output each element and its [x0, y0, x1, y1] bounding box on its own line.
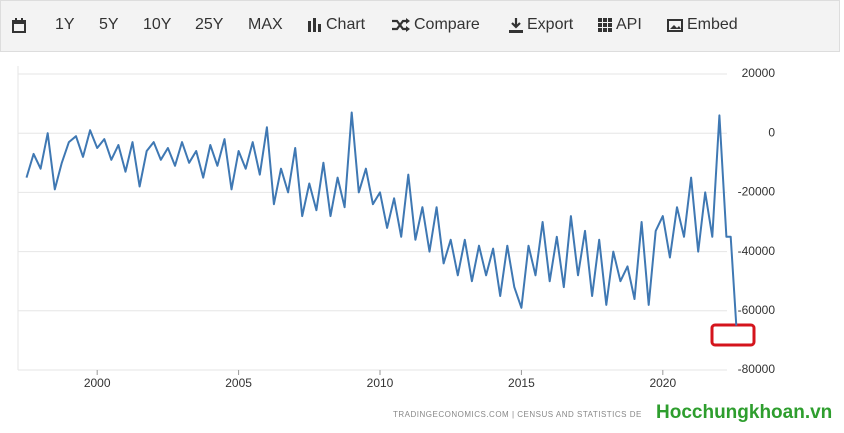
data-line: [25, 111, 738, 326]
button-label: Chart: [326, 16, 366, 33]
button-label: Embed: [687, 16, 738, 33]
chart-icon: [308, 18, 321, 32]
button-label: Compare: [414, 16, 480, 33]
x-tick-label: 2020: [649, 376, 676, 390]
y-tick-label: -40000: [738, 244, 776, 258]
x-tick-label: 2010: [367, 376, 394, 390]
source: TRADINGECONOMICS.COM | CENSUS AND STATIS…: [393, 410, 642, 419]
highlight-box: [710, 323, 756, 347]
compare-button[interactable]: Compare: [392, 16, 480, 34]
y-tick-label: -60000: [738, 303, 776, 317]
export-icon: [509, 17, 523, 33]
chart-button[interactable]: Chart: [308, 16, 365, 34]
calendar-icon[interactable]: [12, 18, 26, 33]
chart: 20000 0 -20000 -40000 -60000 -80000 2000 2005 20…: [17, 66, 776, 390]
range-button[interactable]: 5Y: [99, 16, 119, 33]
x-tick-label: 2000: [84, 376, 111, 390]
y-tick-label: -80000: [738, 362, 776, 376]
y-tick-label: 20000: [742, 66, 776, 80]
x-tick-label: 2005: [225, 376, 252, 390]
api-button[interactable]: API: [598, 16, 642, 34]
embed-button[interactable]: Embed: [667, 16, 738, 34]
button-label: Export: [527, 16, 574, 33]
range-button[interactable]: 1Y: [55, 16, 75, 33]
export-button[interactable]: Export: [509, 16, 573, 34]
x-tick-label: 2015: [508, 376, 535, 390]
range-button[interactable]: 10Y: [143, 16, 172, 33]
compare-icon: [392, 18, 410, 32]
toolbar: 1Y 5Y 10Y 25Y MAX Chart Compare Export A…: [0, 0, 840, 52]
embed-icon: [667, 18, 683, 32]
watermark: Hocchungkhoan.vn: [656, 402, 833, 424]
y-tick-label: -20000: [738, 185, 776, 199]
button-label: API: [616, 16, 642, 33]
range-button[interactable]: MAX: [248, 16, 283, 33]
api-icon: [598, 18, 612, 32]
y-tick-label: 0: [768, 125, 775, 139]
range-button[interactable]: 25Y: [195, 16, 224, 33]
